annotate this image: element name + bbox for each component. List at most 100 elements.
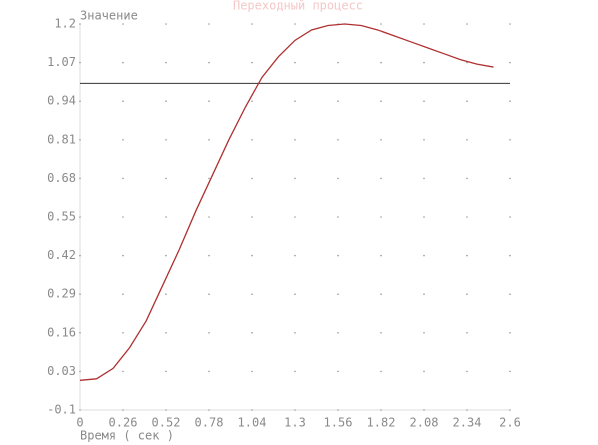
chart-title: Переходный процесс (233, 0, 363, 13)
grid-dot (294, 216, 296, 218)
grid-dot (79, 61, 81, 64)
x-tick-label: 2.34 (453, 416, 482, 430)
grid-dot (208, 100, 210, 102)
grid-dot (337, 177, 339, 180)
grid-dot (423, 100, 425, 102)
x-tick-label: 1.3 (284, 416, 306, 430)
grid-dot (466, 23, 468, 25)
y-tick-label: 0.55 (47, 210, 76, 224)
grid-dot (423, 139, 425, 141)
grid-dot (208, 177, 210, 180)
grid-dot (337, 100, 339, 102)
grid-dot (509, 254, 511, 257)
grid-dot (251, 177, 253, 180)
y-tick-label: 1.2 (54, 17, 76, 31)
grid-dot (380, 409, 382, 411)
grid-dot (337, 216, 339, 218)
grid-dot (380, 100, 382, 102)
y-tick-label: 0.29 (47, 287, 76, 301)
grid-dot (509, 370, 511, 373)
grid-dot (294, 61, 296, 64)
y-tick-label: 0.94 (47, 94, 76, 108)
grid-dot (466, 332, 468, 334)
grid-dot (208, 216, 210, 218)
grid-dot (122, 293, 124, 296)
y-tick-label: 0.03 (47, 364, 76, 378)
grid-dot (294, 370, 296, 373)
grid-dot (165, 254, 167, 257)
grid-dot (509, 409, 511, 411)
x-axis-label: Время ( сек ) (80, 429, 174, 443)
grid-dot (466, 293, 468, 296)
grid-dot (423, 332, 425, 334)
grid-dot (79, 370, 81, 373)
grid-dot (251, 61, 253, 64)
grid-dot (165, 370, 167, 373)
grid-dot (423, 23, 425, 25)
grid-dot (294, 139, 296, 141)
grid-dot (251, 409, 253, 411)
grid-dot (208, 139, 210, 141)
grid-dot (208, 254, 210, 257)
grid-dot (294, 254, 296, 257)
grid-dot (380, 139, 382, 141)
x-tick-label: 1.56 (324, 416, 353, 430)
line-series (79, 23, 494, 381)
grid-dot (165, 23, 167, 25)
grid-dot (208, 370, 210, 373)
y-tick-label: 0.42 (47, 248, 76, 262)
grid-dot (122, 254, 124, 257)
grid-dot (79, 177, 81, 180)
grid-dot (79, 332, 81, 334)
x-tick-label: 0.78 (195, 416, 224, 430)
x-tick-label: 2.08 (410, 416, 439, 430)
grid-dot (122, 100, 124, 102)
grid-dot (165, 332, 167, 334)
grid-dot (509, 332, 511, 334)
grid-dot (466, 61, 468, 64)
grid-dot (251, 293, 253, 296)
grid-dot (337, 409, 339, 411)
grid-dot (380, 370, 382, 373)
grid-dot (380, 293, 382, 296)
x-tick-label: 0.26 (109, 416, 138, 430)
grid-dot (122, 409, 124, 411)
grid-dot (509, 100, 511, 102)
grid-dot (251, 254, 253, 257)
grid-dot (337, 370, 339, 373)
grid-dot (165, 100, 167, 102)
grid-dot (466, 216, 468, 218)
grid-dot (466, 177, 468, 180)
grid-dot (165, 61, 167, 64)
grid-dot (251, 370, 253, 373)
y-tick-label: 0.16 (47, 325, 76, 339)
x-tick-label: 2.6 (499, 416, 521, 430)
grid-dot (380, 254, 382, 257)
grid-dot (466, 254, 468, 257)
y-tick-label: 1.07 (47, 55, 76, 69)
grid-dot (251, 216, 253, 218)
grid-dot (79, 23, 81, 25)
grid-dot (380, 23, 382, 25)
grid-dot (165, 216, 167, 218)
grid-dot (208, 293, 210, 296)
grid-dot (294, 100, 296, 102)
grid-dot (122, 177, 124, 180)
grid-dot (251, 139, 253, 141)
y-tick-label: -0.1 (47, 403, 76, 417)
grid-dot (165, 409, 167, 411)
grid-dot (294, 23, 296, 25)
grid-dot (165, 139, 167, 141)
grid-dot (337, 139, 339, 141)
grid-dot (509, 61, 511, 64)
y-axis-label: Значение (80, 9, 138, 23)
x-tick-label: 1.04 (238, 416, 267, 430)
grid-dot (423, 177, 425, 180)
grid-dot (79, 409, 81, 411)
grid-dot (208, 409, 210, 411)
grid-dot (208, 332, 210, 334)
grid-dot (251, 100, 253, 102)
grid-dot (466, 139, 468, 141)
grid-dot (423, 293, 425, 296)
